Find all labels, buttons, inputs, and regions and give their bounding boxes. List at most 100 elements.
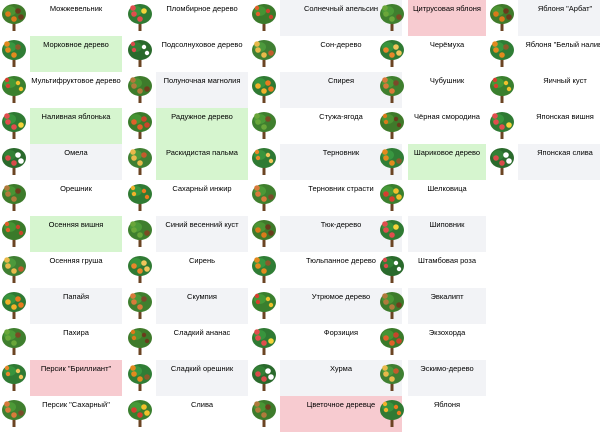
item-label: Форзиция — [323, 328, 359, 337]
item-label: Пахира — [63, 328, 89, 337]
apple-icon — [378, 398, 406, 428]
item-label: Персик "Бриллиант" — [30, 360, 122, 396]
catalog-column: Яблоня "Арбат" Яблоня "Белый налив" Яичный… — [488, 0, 600, 180]
item-label: Шиповник — [408, 216, 486, 252]
item-label: Шелковица — [427, 184, 467, 193]
peach-sugar-icon — [0, 398, 28, 428]
catalog-item: Чубушник — [378, 72, 486, 108]
catalog-item: Наливная яблонька — [0, 108, 122, 144]
catalog-item: Шиповник — [378, 216, 486, 252]
catalog-item: Штамбовая роза — [378, 252, 486, 288]
item-label: Японская вишня — [536, 112, 594, 121]
item-label: Пломбирное дерево — [166, 4, 238, 13]
catalog-item: Радужное дерево — [126, 108, 248, 144]
item-label: Стужа-ягода — [319, 112, 363, 121]
juniper-icon — [0, 2, 28, 32]
ball-tree-icon — [378, 146, 406, 176]
apple-white-icon — [488, 38, 516, 68]
sunflower-tree-icon — [126, 38, 154, 68]
frost-berry-icon — [250, 110, 278, 140]
item-label: Штамбовая роза — [417, 256, 477, 265]
midnight-magnolia-icon — [126, 74, 154, 104]
catalog-item: Пахира — [0, 324, 122, 360]
hazel-icon — [0, 182, 28, 212]
citrus-apple-icon — [378, 2, 406, 32]
item-label: Наливная яблонька — [30, 108, 122, 144]
item-label: Сладкий орешник — [156, 360, 248, 396]
catalog-item: Сладкий орешник — [126, 360, 248, 396]
item-label: Слива — [190, 400, 214, 409]
palm-icon — [126, 146, 154, 176]
lilac-icon — [126, 254, 154, 284]
catalog-column: Цитрусовая яблоня Черёмуха Чубушник Чёрная … — [378, 0, 486, 432]
item-label: Чубушник — [429, 76, 465, 85]
plum-icon — [126, 398, 154, 428]
catalog-item: Сон-дерево — [250, 36, 402, 72]
catalog-item: Орешник — [0, 180, 122, 216]
catalog-item: Японская слива — [488, 144, 600, 180]
item-label: Можжевельник — [49, 4, 103, 13]
smoke-tree-icon — [126, 290, 154, 320]
autumn-cherry-icon — [0, 218, 28, 248]
blackthorn-icon — [250, 146, 278, 176]
item-label: Терновник страсти — [308, 184, 374, 193]
carrot-tree-icon — [0, 38, 28, 68]
eskimo-tree-icon — [378, 362, 406, 392]
papaya-icon — [0, 290, 28, 320]
item-label: Осенняя груша — [49, 256, 103, 265]
catalog-item: Слива — [126, 396, 248, 432]
catalog-item: Шариковое дерево — [378, 144, 486, 180]
item-label: Раскидистая пальма — [156, 144, 248, 180]
item-label: Яблоня "Белый налив" — [525, 40, 600, 49]
exochorda-icon — [378, 326, 406, 356]
item-label: Подсолнуховое дерево — [161, 40, 243, 49]
item-label: Цитрусовая яблоня — [408, 0, 486, 36]
japanese-plum-icon — [488, 146, 516, 176]
forsythia-icon — [250, 326, 278, 356]
icecream-tree-icon — [126, 2, 154, 32]
sugar-fig-icon — [126, 182, 154, 212]
blue-spring-bush-icon — [126, 218, 154, 248]
catalog-item: Полуночная магнолия — [126, 72, 248, 108]
catalog-item: Терновник страсти — [250, 180, 402, 216]
item-label: Черёмуха — [429, 40, 465, 49]
persimmon-icon — [250, 362, 278, 392]
peach-diamond-icon — [0, 362, 28, 392]
apple-arbat-icon — [488, 2, 516, 32]
catalog-item: Пломбирное дерево — [126, 0, 248, 36]
item-label: Эвкалипт — [408, 288, 486, 324]
catalog-item: Персик "Бриллиант" — [0, 360, 122, 396]
catalog-item: Подсолнуховое дерево — [126, 36, 248, 72]
item-label: Яичный куст — [543, 76, 587, 85]
catalog-item: Яичный куст — [488, 72, 600, 108]
autumn-pear-icon — [0, 254, 28, 284]
catalog-item: Осенняя вишня — [0, 216, 122, 252]
catalog-item: Синий весенний куст — [126, 216, 248, 252]
catalog-item: Раскидистая пальма — [126, 144, 248, 180]
catalog-item: Можжевельник — [0, 0, 122, 36]
catalog-item: Сахарный инжир — [126, 180, 248, 216]
item-label: Яблоня "Арбат" — [518, 0, 600, 36]
bird-cherry-icon — [378, 38, 406, 68]
bale-tree-icon — [250, 218, 278, 248]
item-label: Радужное дерево — [156, 108, 248, 144]
sweet-hazel-icon — [126, 362, 154, 392]
sun-orange-icon — [250, 2, 278, 32]
rainbow-tree-icon — [126, 110, 154, 140]
catalog-item: Морковное дерево — [0, 36, 122, 72]
catalog-item: Яблоня "Арбат" — [488, 0, 600, 36]
catalog-item: Сладкий ананас — [126, 324, 248, 360]
gloomy-tree-icon — [250, 290, 278, 320]
catalog-item: Эскимо-дерево — [378, 360, 486, 396]
flower-tree-icon — [250, 398, 278, 428]
catalog-item: Утрюмое дерево — [250, 288, 402, 324]
multifruit-tree-icon — [0, 74, 28, 104]
tulip-tree-icon — [250, 254, 278, 284]
rosehip-icon — [378, 218, 406, 248]
item-label: Скумпия — [156, 288, 248, 324]
catalog-item: Персик "Сахарный" — [0, 396, 122, 432]
sweet-pineapple-icon — [126, 326, 154, 356]
item-label: Шариковое дерево — [408, 144, 486, 180]
item-label: Омела — [30, 144, 122, 180]
item-label: Экзохорда — [428, 328, 466, 337]
